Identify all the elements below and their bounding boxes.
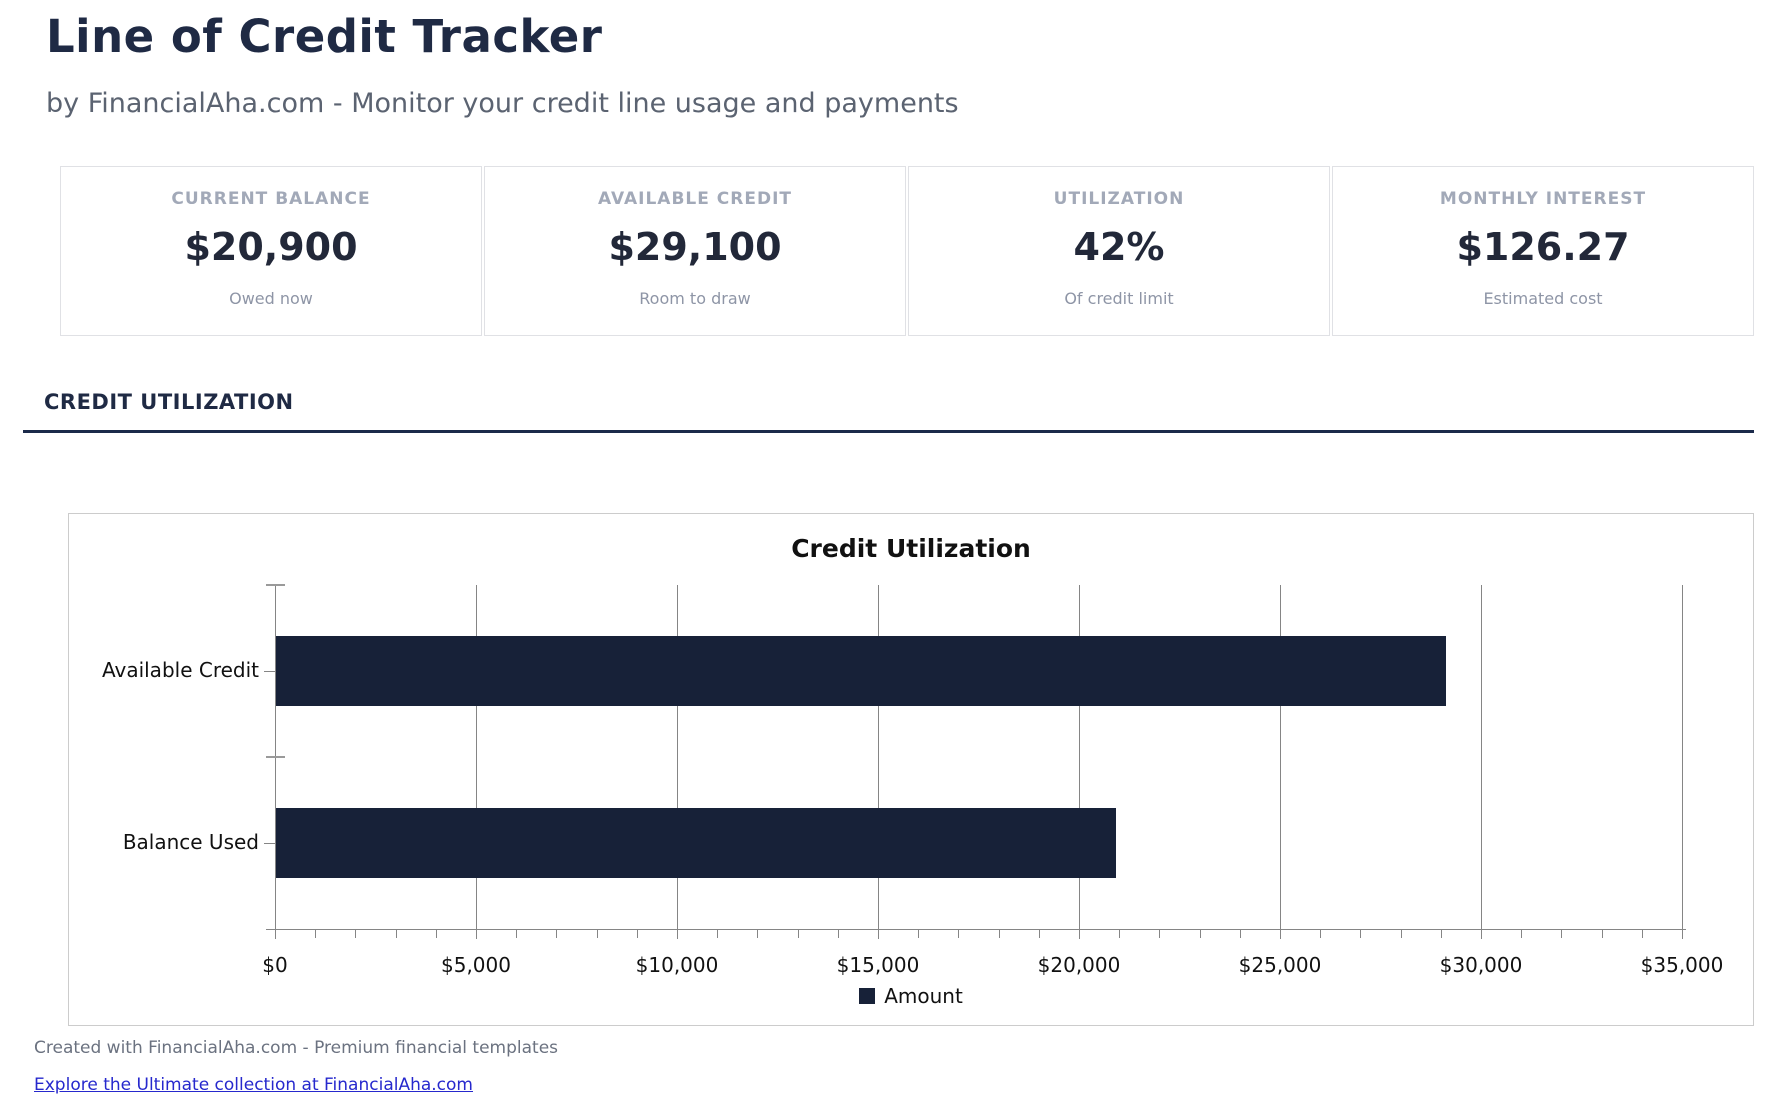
chart-axis-tick xyxy=(1079,930,1080,939)
chart-axis-tick xyxy=(998,930,1000,938)
chart-axis-tick-label: $30,000 xyxy=(1439,953,1523,977)
page-subtitle: by FinancialAha.com - Monitor your credi… xyxy=(46,88,959,119)
chart-axis-tick xyxy=(275,930,276,939)
chart-category-label: Balance Used xyxy=(122,830,259,854)
footer-credit: Created with FinancialAha.com - Premium … xyxy=(34,1038,559,1058)
chart-gridline xyxy=(878,585,879,929)
stat-value: $29,100 xyxy=(608,225,782,269)
stat-sublabel: Of credit limit xyxy=(1064,289,1174,308)
chart-category-label: Available Credit xyxy=(101,658,259,682)
chart-legend: Amount xyxy=(69,984,1753,1008)
chart-axis-tick xyxy=(315,930,317,938)
stat-label: UTILIZATION xyxy=(1053,189,1185,209)
chart-axis-tick xyxy=(516,930,518,938)
stat-sublabel: Owed now xyxy=(229,289,313,308)
stat-value: 42% xyxy=(1073,225,1165,269)
chart-axis-tick xyxy=(1521,930,1523,938)
chart-gridline xyxy=(677,585,678,929)
stat-card-utilization: UTILIZATION 42% Of credit limit xyxy=(908,166,1330,336)
chart-axis-tick-label: $25,000 xyxy=(1238,953,1322,977)
stat-sublabel: Room to draw xyxy=(639,289,751,308)
chart-axis-tick xyxy=(1641,930,1643,938)
chart-axis-tick xyxy=(837,930,839,938)
chart-axis-tick xyxy=(1601,930,1603,938)
chart-axis-tick-label: $35,000 xyxy=(1640,953,1724,977)
chart-gridline xyxy=(476,585,477,929)
stat-card-available-credit: AVAILABLE CREDIT $29,100 Room to draw xyxy=(484,166,906,336)
chart-bar-available-credit xyxy=(276,636,1446,706)
chart-gridline xyxy=(1682,585,1683,929)
chart-category-tick xyxy=(264,671,275,672)
chart-axis-tick-label: $5,000 xyxy=(441,953,511,977)
chart-axis-tick xyxy=(1038,930,1040,938)
chart-axis-tick xyxy=(1280,930,1281,939)
section-title: CREDIT UTILIZATION xyxy=(44,390,294,414)
chart-category-boundary-tick xyxy=(266,756,285,758)
chart-axis-tick xyxy=(717,930,719,938)
chart-axis-tick xyxy=(1159,930,1161,938)
chart-axis-tick xyxy=(1360,930,1362,938)
chart-axis-tick xyxy=(757,930,759,938)
chart-axis-tick xyxy=(1119,930,1121,938)
chart-plot-area: $0 $5,000 $10,000 $15,000 $20,000 $25,000 $30,… xyxy=(102,584,1723,977)
chart-gridline xyxy=(1481,585,1482,929)
chart-x-axis xyxy=(266,929,1686,930)
chart-axis-tick xyxy=(435,930,437,938)
chart-bar-balance-used xyxy=(276,808,1117,878)
chart-axis-tick xyxy=(1561,930,1563,938)
chart-axis-tick-label: $10,000 xyxy=(635,953,719,977)
stat-card-monthly-interest: MONTHLY INTEREST $126.27 Estimated cost xyxy=(1332,166,1754,336)
chart-axis-tick xyxy=(958,930,960,938)
chart-axis-tick xyxy=(476,930,477,939)
chart-axis-tick xyxy=(556,930,558,938)
chart-axis-tick xyxy=(1400,930,1402,938)
section-divider xyxy=(23,430,1754,433)
stats-row: CURRENT BALANCE $20,900 Owed now AVAILAB… xyxy=(60,166,1754,336)
chart-axis-tick xyxy=(1320,930,1322,938)
chart-category-boundary-tick xyxy=(266,584,285,586)
chart-axis-tick-label: $20,000 xyxy=(1037,953,1121,977)
chart-axis-tick xyxy=(677,930,678,939)
stat-label: AVAILABLE CREDIT xyxy=(597,189,792,209)
page-title: Line of Credit Tracker xyxy=(46,10,603,63)
chart-axis-tick xyxy=(797,930,799,938)
chart-axis-tick-label: $15,000 xyxy=(836,953,920,977)
legend-label: Amount xyxy=(884,984,963,1008)
stat-sublabel: Estimated cost xyxy=(1483,289,1603,308)
chart-axis-tick xyxy=(1239,930,1241,938)
chart-axis-tick xyxy=(355,930,357,938)
chart-title: Credit Utilization xyxy=(791,534,1031,563)
chart-axis-tick xyxy=(636,930,638,938)
chart-axis-tick xyxy=(395,930,397,938)
chart-axis-tick xyxy=(1481,930,1482,939)
chart-gridline xyxy=(1280,585,1281,929)
chart-axis-tick xyxy=(1682,930,1683,939)
chart-gridline xyxy=(1079,585,1080,929)
chart-axis-tick-label: $0 xyxy=(262,953,288,977)
stat-value: $126.27 xyxy=(1456,225,1630,269)
legend-swatch xyxy=(859,988,876,1004)
chart-axis-tick xyxy=(596,930,598,938)
stat-label: CURRENT BALANCE xyxy=(171,189,371,209)
chart-axis-tick xyxy=(878,930,879,939)
footer-link[interactable]: Explore the Ultimate collection at Finan… xyxy=(34,1075,473,1095)
chart-category-tick xyxy=(264,843,275,844)
chart-axis-tick xyxy=(1440,930,1442,938)
stat-card-current-balance: CURRENT BALANCE $20,900 Owed now xyxy=(60,166,482,336)
stat-label: MONTHLY INTEREST xyxy=(1439,189,1647,209)
chart-container: Credit Utilization $0 $5,000 $10,000 $15,00… xyxy=(68,513,1754,1026)
stat-value: $20,900 xyxy=(184,225,358,269)
chart-axis-tick xyxy=(918,930,920,938)
chart-axis-tick xyxy=(1199,930,1201,938)
